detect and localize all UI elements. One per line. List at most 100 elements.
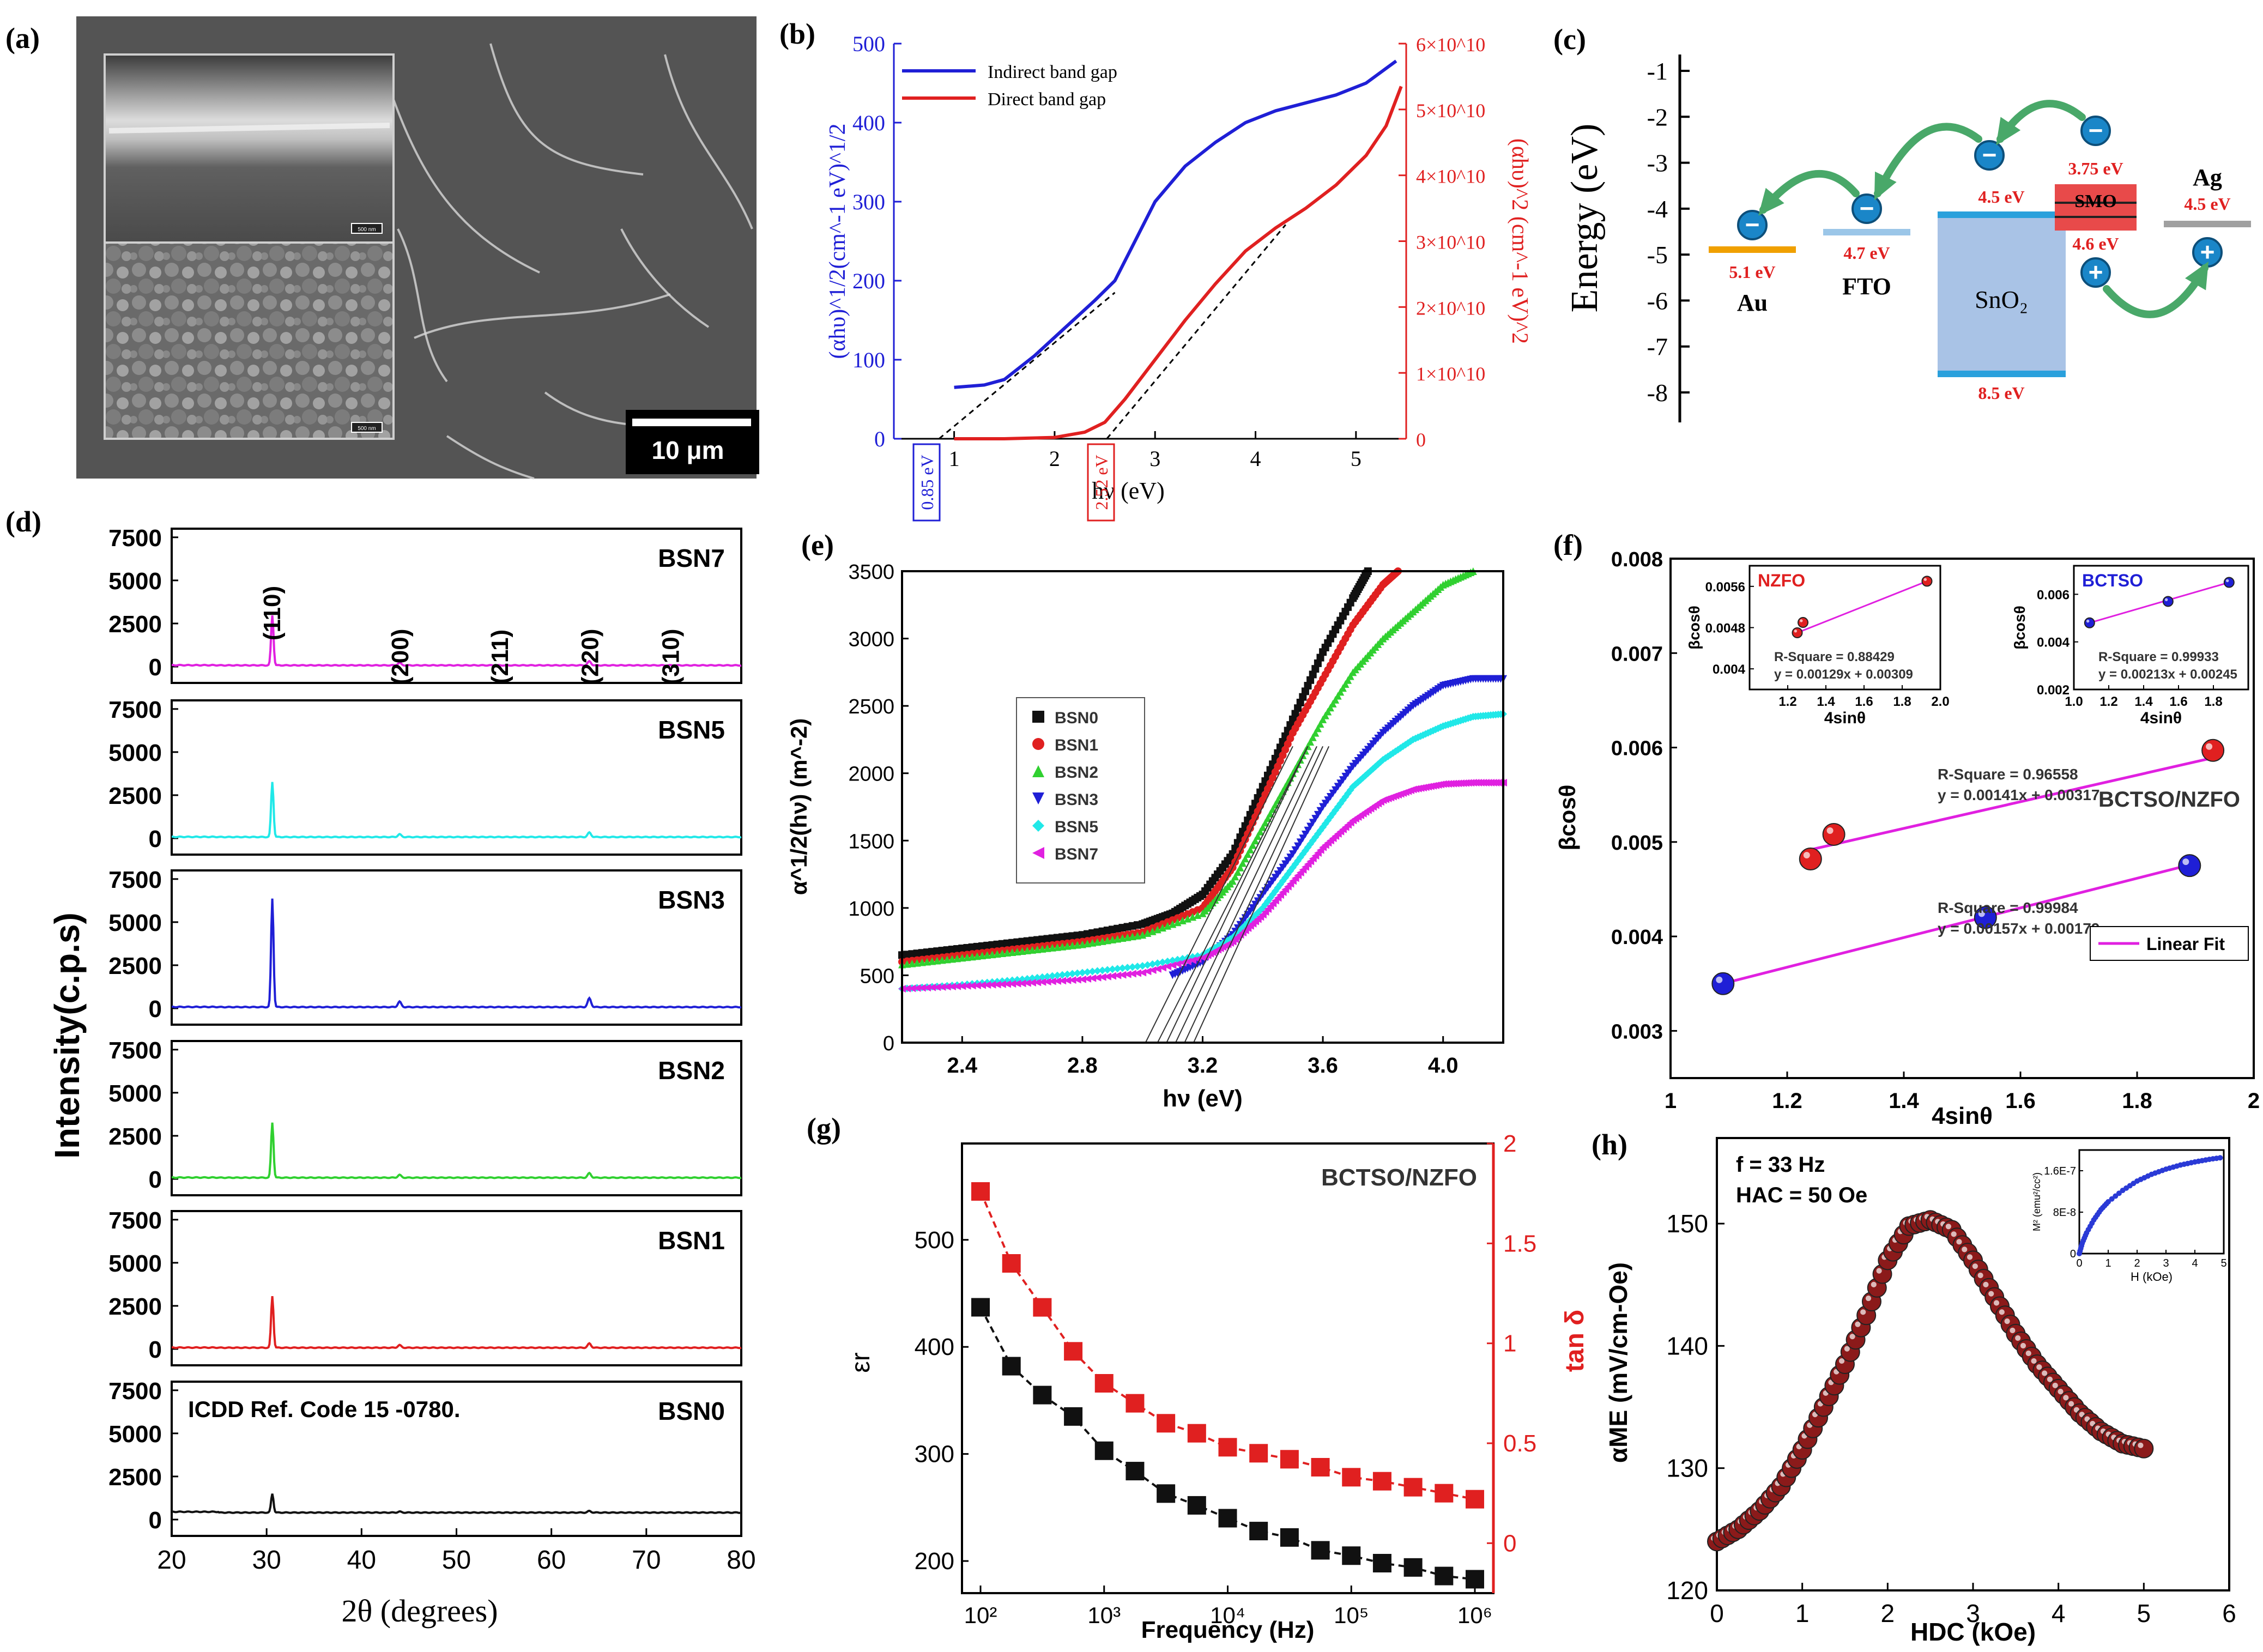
data-point-BSN5 [1043, 972, 1051, 981]
data-point-BSN2 [1241, 855, 1249, 863]
xrd-sample-label-BSN0: BSN0 [658, 1397, 725, 1425]
xrd-sample-label-BSN1: BSN1 [658, 1226, 725, 1255]
y-left-tick-label: 500 [852, 32, 885, 56]
y-tick-label: 0.006 [1611, 737, 1663, 760]
data-point-red-body [1799, 848, 1822, 871]
arrow-fto-to-au [1759, 170, 1860, 214]
data-point-epsilon [1033, 1385, 1052, 1405]
x-tick-label: 1 [949, 446, 960, 471]
data-point-epsilon [1094, 1441, 1114, 1460]
y-axis-label: βcosθ [1554, 785, 1580, 851]
chart-title: BCTSO/NZFO [2098, 788, 2240, 812]
data-point-BSN5 [1114, 965, 1122, 973]
tangent-fit-line-1 [1106, 224, 1286, 439]
tangent-fit-line-0 [938, 292, 1116, 440]
chart-title: BCTSO/NZFO [1321, 1164, 1477, 1191]
data-point-BSN7 [943, 983, 951, 991]
fto-level-value: 4.7 eV [1843, 243, 1890, 263]
data-point-BSN5 [1134, 963, 1142, 971]
data-point-epsilon [1403, 1558, 1423, 1577]
y-right-axis-label: tan δ [1560, 1310, 1589, 1372]
y-left-tick-label: 0 [874, 427, 885, 451]
data-point-BSN5 [1063, 970, 1072, 978]
y-axis-label: α^1/2(hν) (m^-2) [786, 718, 812, 895]
data-point-BSN2 [1229, 877, 1237, 885]
y-tick-label: 5000 [108, 910, 162, 936]
data-point-epsilon [1064, 1407, 1083, 1426]
inset-data-point [2084, 617, 2095, 628]
y-tick-label: 0 [149, 1507, 162, 1534]
y-tick-label: 7500 [108, 1207, 162, 1234]
data-point-blue-highlight [1716, 976, 1723, 983]
smo-electron [2080, 116, 2111, 146]
data-point-BSN5 [1123, 964, 1132, 972]
data-point-highlight [1876, 1268, 1882, 1274]
data-point-BSN7 [993, 981, 1001, 989]
blue-fit-r2: R-Square = 0.99984 [1938, 899, 2078, 916]
data-point-BSN2 [1294, 760, 1302, 768]
data-point-highlight [2010, 1327, 2016, 1334]
series-line-epsilon [979, 1306, 1475, 1581]
y-tick-label: 0.008 [1611, 548, 1663, 571]
data-point-BSN7 [948, 983, 956, 991]
data-point-tan-delta [1033, 1298, 1052, 1317]
data-point-highlight [1844, 1346, 1850, 1352]
au-label: Au [1737, 289, 1768, 316]
legend-label-BSN1: BSN1 [1055, 736, 1098, 754]
data-point-BSN7 [938, 983, 946, 991]
y-right-tick-label: 6×10^10 [1416, 34, 1485, 56]
inset-x-tick-label: 1.2 [2099, 694, 2117, 709]
xrd-frame-BSN2 [171, 1040, 742, 1196]
data-point-BSN7 [1018, 979, 1026, 988]
inset-x-tick-label: 1.8 [1893, 694, 1911, 709]
smo-hole-sign: + [2089, 258, 2103, 286]
data-point-highlight [2042, 1370, 2048, 1376]
y-tick-label: 0 [149, 996, 162, 1022]
inset-data-point-highlight [2225, 579, 2229, 583]
legend-marker-BSN3 [1032, 792, 1044, 804]
y-tick-label: 3000 [848, 628, 894, 651]
data-point-BSN2 [1319, 715, 1327, 723]
y-tick-label: 500 [860, 965, 894, 988]
inset-data-point [1921, 576, 1933, 587]
data-point-BSN7 [1063, 976, 1072, 984]
panel-label-f: (f) [1553, 529, 1583, 561]
data-point-BSN5 [1158, 958, 1166, 966]
x-axis-label: HDC (kOe) [1910, 1618, 2036, 1646]
data-point-BSN2 [1239, 859, 1247, 867]
inset-data-point-body [2223, 577, 2235, 588]
data-point-highlight [2058, 1389, 2064, 1395]
data-point-BSN2 [1263, 814, 1272, 822]
inset-scalebar-bottom [351, 422, 383, 433]
inset-scale-top-text: 500 nm [358, 227, 376, 233]
annotation-box-0 [912, 443, 941, 522]
data-point-highlight [2047, 1376, 2053, 1382]
y-left-tick-label: 100 [852, 348, 885, 372]
x-tick-label: 1.6 [2005, 1089, 2036, 1113]
y-tick-label: 5000 [108, 1421, 162, 1448]
data-point-BSN7 [1023, 979, 1031, 987]
data-point-BSN7 [1189, 956, 1197, 964]
panel-label-g: (g) [807, 1112, 841, 1145]
tauc-extrapolation-line-1 [1184, 746, 1324, 1043]
data-point-BSN5 [1164, 957, 1172, 965]
data-point-BSN5 [1109, 965, 1117, 973]
legend-label: Linear Fit [2146, 934, 2225, 954]
data-point-BSN7 [1123, 970, 1132, 978]
data-point-BSN2 [1329, 700, 1337, 708]
inset-x-axis-label: H (kOe) [2131, 1270, 2173, 1284]
scalebar [632, 419, 751, 426]
y-left-axis-label: εr [846, 1352, 875, 1372]
x-tick-label: 3 [1149, 446, 1160, 471]
data-point-BSN2 [1231, 873, 1239, 881]
legend-marker-BSN5 [1032, 820, 1044, 832]
film-crack-2 [489, 43, 644, 176]
y-tick-label: 2500 [108, 1464, 162, 1491]
data-point-BSN2 [1339, 684, 1347, 692]
data-point-BSN7 [978, 981, 987, 989]
data-point-BSN5 [1048, 972, 1056, 980]
data-point-highlight [1966, 1254, 1973, 1260]
y-right-tick-label: 2×10^10 [1416, 297, 1485, 319]
data-point-epsilon [1157, 1484, 1176, 1503]
data-point-tan-delta [1187, 1424, 1206, 1443]
